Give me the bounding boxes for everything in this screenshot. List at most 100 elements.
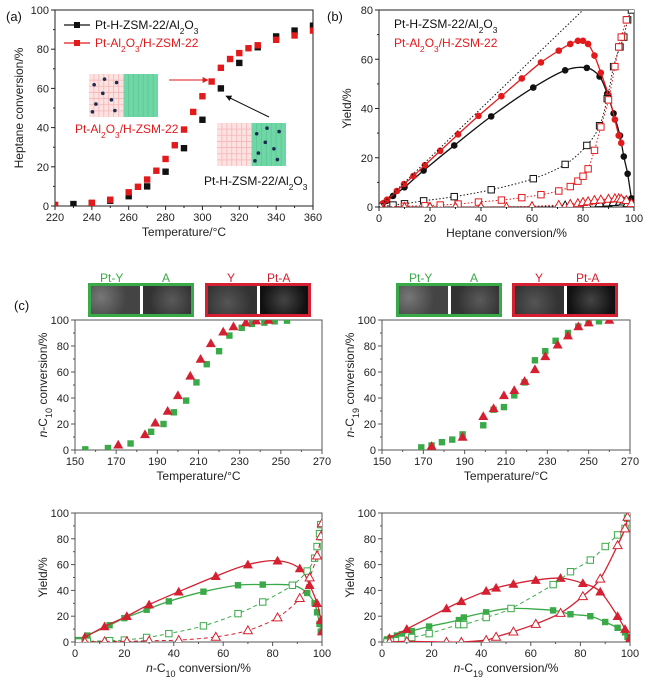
legend-label: Pt-H-ZSM-22/Al2O3 — [394, 17, 498, 35]
data-point — [174, 634, 183, 642]
series-line — [380, 10, 632, 207]
tem-label-pt-y-right: Pt-Y — [409, 271, 433, 285]
data-point — [438, 439, 446, 446]
data-point — [386, 636, 393, 642]
data-point — [436, 201, 444, 207]
data-point — [398, 631, 406, 638]
x-tick-label: 60 — [217, 648, 229, 660]
data-point — [272, 36, 280, 43]
data-point — [561, 160, 569, 169]
data-point — [549, 580, 557, 589]
data-point — [443, 636, 450, 642]
data-point — [619, 522, 630, 533]
data-point — [173, 586, 184, 596]
series-y-pt-a-cracking — [386, 513, 630, 642]
data-point — [552, 339, 563, 349]
data-point — [162, 406, 173, 415]
data-point — [555, 47, 563, 54]
x-tick-label: 20 — [118, 648, 130, 660]
data-point — [199, 116, 206, 123]
tem-image — [208, 286, 257, 314]
data-point — [460, 620, 468, 629]
y-tick-label: 60 — [364, 560, 376, 572]
data-point — [509, 385, 520, 394]
data-point — [530, 618, 542, 628]
series-y-pt-a-isomers — [79, 555, 322, 641]
y-axis-label: Heptane conversion/% — [12, 47, 26, 168]
x-tick-label: 80 — [574, 648, 586, 660]
data-point — [622, 16, 631, 24]
data-point — [591, 52, 598, 59]
y-tick-label: 60 — [57, 560, 69, 572]
data-point — [421, 202, 429, 207]
data-point — [487, 113, 495, 120]
data-point — [537, 190, 545, 199]
y-axis-label: Yield/% — [36, 557, 50, 598]
data-point — [134, 183, 142, 190]
x-tick-label: 250 — [579, 456, 597, 468]
data-point — [542, 348, 549, 355]
data-point — [208, 78, 215, 85]
data-point — [309, 27, 313, 34]
y-tick-label: 100 — [51, 508, 69, 520]
data-point — [477, 201, 485, 207]
data-point — [315, 615, 322, 624]
series-pt-al2o3-h-zsm-22-cracking — [379, 16, 631, 207]
data-point — [615, 132, 622, 139]
data-point — [182, 397, 190, 404]
data-point — [125, 193, 132, 200]
tem-label-pt-a-left: Pt-A — [267, 271, 291, 285]
data-point — [490, 631, 502, 641]
x-tick-label: 20 — [425, 648, 437, 660]
data-point — [242, 624, 254, 635]
x-tick-label: 260 — [120, 212, 138, 224]
x-tick-label: 280 — [156, 212, 174, 224]
data-point — [309, 22, 313, 29]
data-point — [234, 582, 242, 589]
pt-particle — [92, 82, 96, 87]
data-point — [620, 153, 628, 160]
data-point — [529, 174, 537, 183]
data-point — [530, 575, 541, 584]
tem-image-pt-y-a-right — [396, 283, 502, 317]
data-point — [150, 417, 161, 427]
data-point — [88, 199, 96, 206]
data-point — [481, 586, 492, 595]
data-point — [583, 320, 594, 327]
data-point — [617, 33, 625, 41]
y-tick-label: 40 — [37, 123, 49, 135]
y-axis-label: n-C10 conversion/% — [36, 332, 54, 437]
x-tick-label: 190 — [148, 456, 166, 468]
y-tick-label: 0 — [63, 445, 69, 457]
data-point — [482, 613, 490, 622]
legend-a-pt-al2o3-h-zsm-22: Pt-Al2O3/H-ZSM-22 — [64, 36, 199, 54]
data-point — [127, 440, 134, 447]
y-tick-label: 20 — [364, 611, 376, 623]
x-tick-label: 340 — [267, 212, 285, 224]
y-tick-label: 80 — [361, 5, 373, 17]
data-point — [612, 539, 623, 550]
tem-image — [259, 286, 308, 314]
data-point — [400, 180, 408, 188]
x-tick-label: 190 — [455, 456, 473, 468]
data-point — [583, 64, 591, 72]
data-point — [311, 550, 322, 560]
data-point — [316, 620, 322, 628]
series-pt-y-a — [82, 320, 291, 450]
data-point — [139, 429, 150, 439]
data-point — [171, 142, 178, 149]
data-point — [456, 596, 467, 606]
pt-particle — [275, 157, 280, 162]
data-point — [123, 635, 131, 642]
data-point — [540, 351, 551, 361]
data-point — [236, 59, 243, 67]
data-point — [452, 201, 459, 207]
zeolite-block — [251, 123, 286, 166]
data-point — [577, 578, 588, 588]
data-point — [627, 10, 634, 14]
data-point — [205, 338, 216, 348]
legend-marker — [74, 40, 80, 46]
data-point — [457, 432, 468, 441]
tem-image — [91, 286, 140, 314]
data-point — [147, 428, 155, 435]
